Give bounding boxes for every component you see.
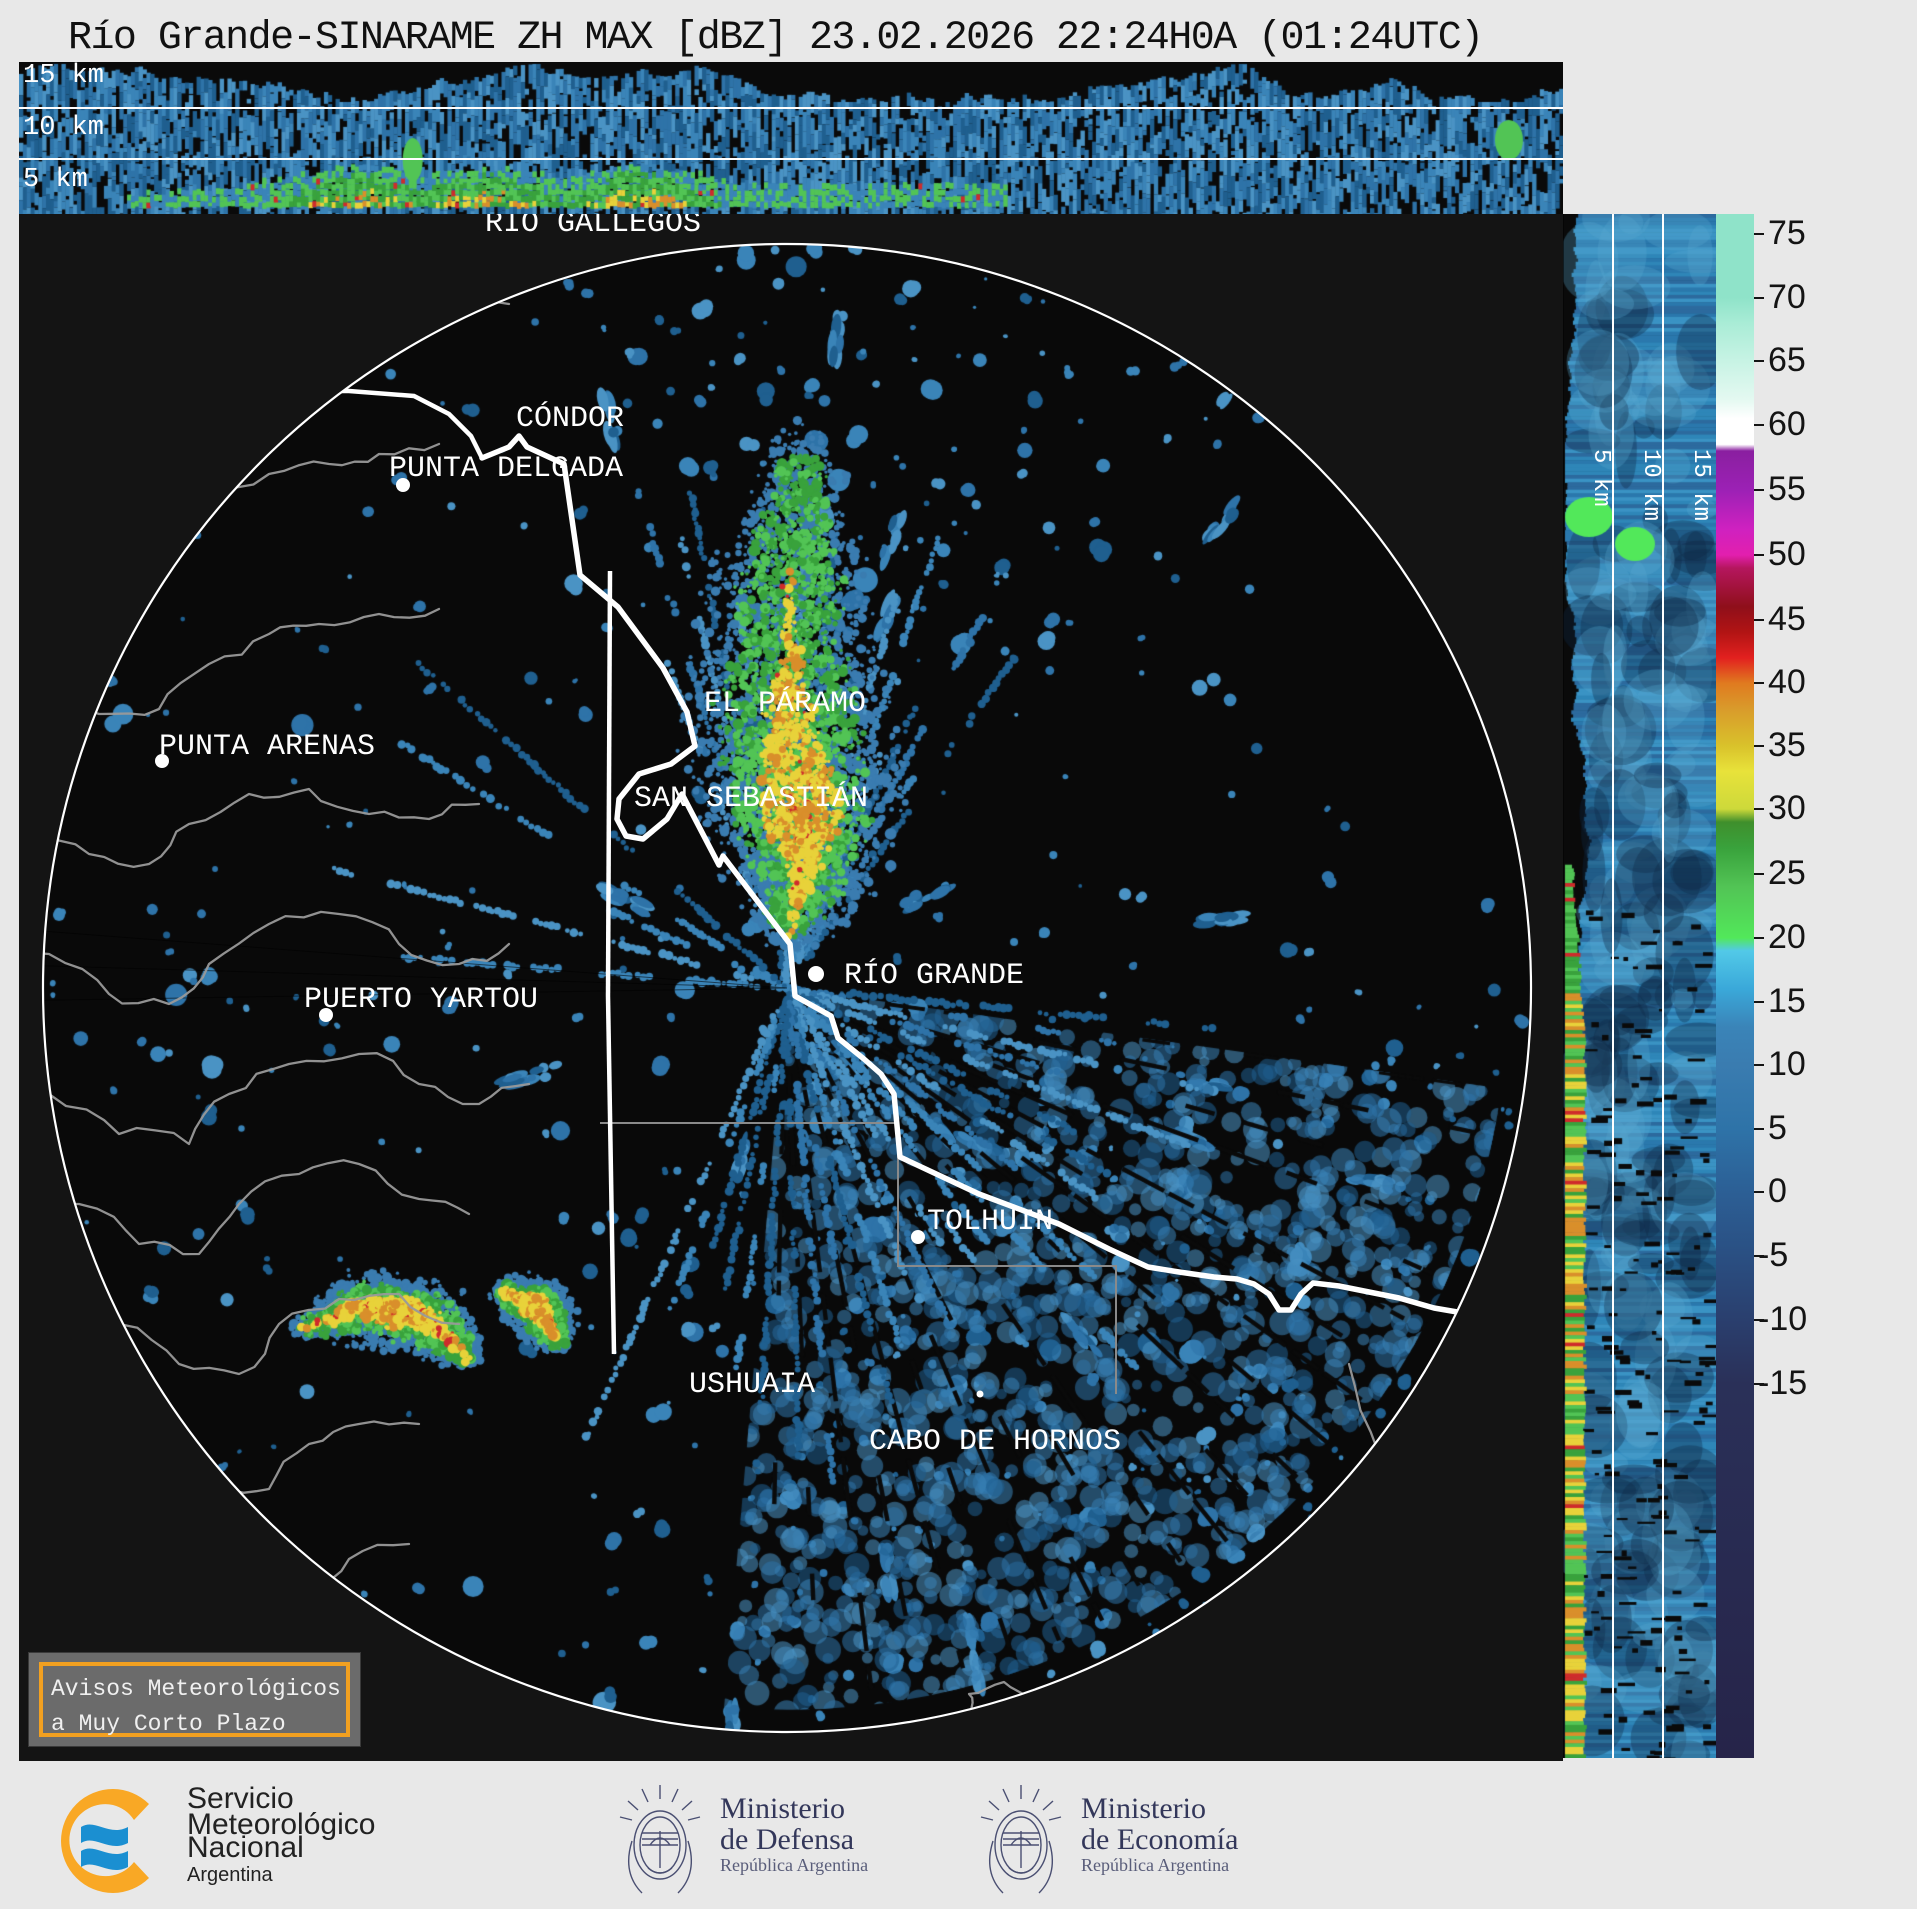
svg-text:RÍO GRANDE: RÍO GRANDE: [844, 958, 1024, 993]
svg-text:70: 70: [1768, 278, 1806, 316]
svg-text:de Economía: de Economía: [1081, 1823, 1238, 1856]
svg-text:35: 35: [1768, 726, 1806, 764]
svg-text:TOLHUIN: TOLHUIN: [927, 1205, 1053, 1239]
svg-text:40: 40: [1768, 663, 1806, 701]
svg-text:20: 20: [1768, 918, 1806, 956]
svg-text:5 km: 5 km: [1587, 449, 1614, 507]
svg-text:USHUAIA: USHUAIA: [689, 1368, 815, 1402]
svg-text:-15: -15: [1758, 1364, 1807, 1402]
svg-text:55: 55: [1768, 470, 1806, 508]
svg-text:PUNTA ARENAS: PUNTA ARENAS: [159, 730, 375, 764]
svg-text:15: 15: [1768, 982, 1806, 1020]
svg-text:Nacional: Nacional: [187, 1831, 304, 1864]
svg-text:75: 75: [1768, 214, 1806, 252]
svg-text:5 km: 5 km: [23, 165, 88, 195]
svg-text:Argentina: Argentina: [187, 1864, 273, 1886]
svg-text:SAN SEBASTIÁN: SAN SEBASTIÁN: [634, 781, 868, 816]
svg-text:65: 65: [1768, 341, 1806, 379]
svg-text:República Argentina: República Argentina: [1081, 1855, 1229, 1875]
svg-text:10 km: 10 km: [23, 113, 104, 143]
svg-text:50: 50: [1768, 535, 1806, 573]
svg-text:CABO DE HORNOS: CABO DE HORNOS: [869, 1425, 1121, 1459]
svg-text:60: 60: [1768, 405, 1806, 443]
svg-text:0: 0: [1768, 1172, 1787, 1210]
svg-text:República Argentina: República Argentina: [720, 1855, 868, 1875]
svg-text:30: 30: [1768, 789, 1806, 827]
svg-text:-10: -10: [1758, 1300, 1807, 1338]
svg-text:Ministerio: Ministerio: [1081, 1792, 1206, 1825]
svg-text:10 km: 10 km: [1637, 449, 1664, 521]
svg-text:de Defensa: de Defensa: [720, 1823, 854, 1856]
svg-text:10: 10: [1768, 1045, 1806, 1083]
svg-text:RÍO GALLEGOS: RÍO GALLEGOS: [485, 214, 701, 241]
svg-text:-5: -5: [1758, 1236, 1788, 1274]
svg-text:15 km: 15 km: [1687, 449, 1714, 521]
svg-text:45: 45: [1768, 600, 1806, 638]
svg-text:EL PÁRAMO: EL PÁRAMO: [704, 686, 866, 721]
svg-text:25: 25: [1768, 854, 1806, 892]
svg-text:5: 5: [1768, 1109, 1787, 1147]
svg-text:PUERTO YARTOU: PUERTO YARTOU: [304, 983, 538, 1017]
svg-text:CÓNDOR: CÓNDOR: [516, 401, 624, 436]
svg-text:Ministerio: Ministerio: [720, 1792, 845, 1825]
svg-text:15 km: 15 km: [23, 62, 104, 91]
svg-text:PUNTA DELGADA: PUNTA DELGADA: [389, 452, 623, 486]
